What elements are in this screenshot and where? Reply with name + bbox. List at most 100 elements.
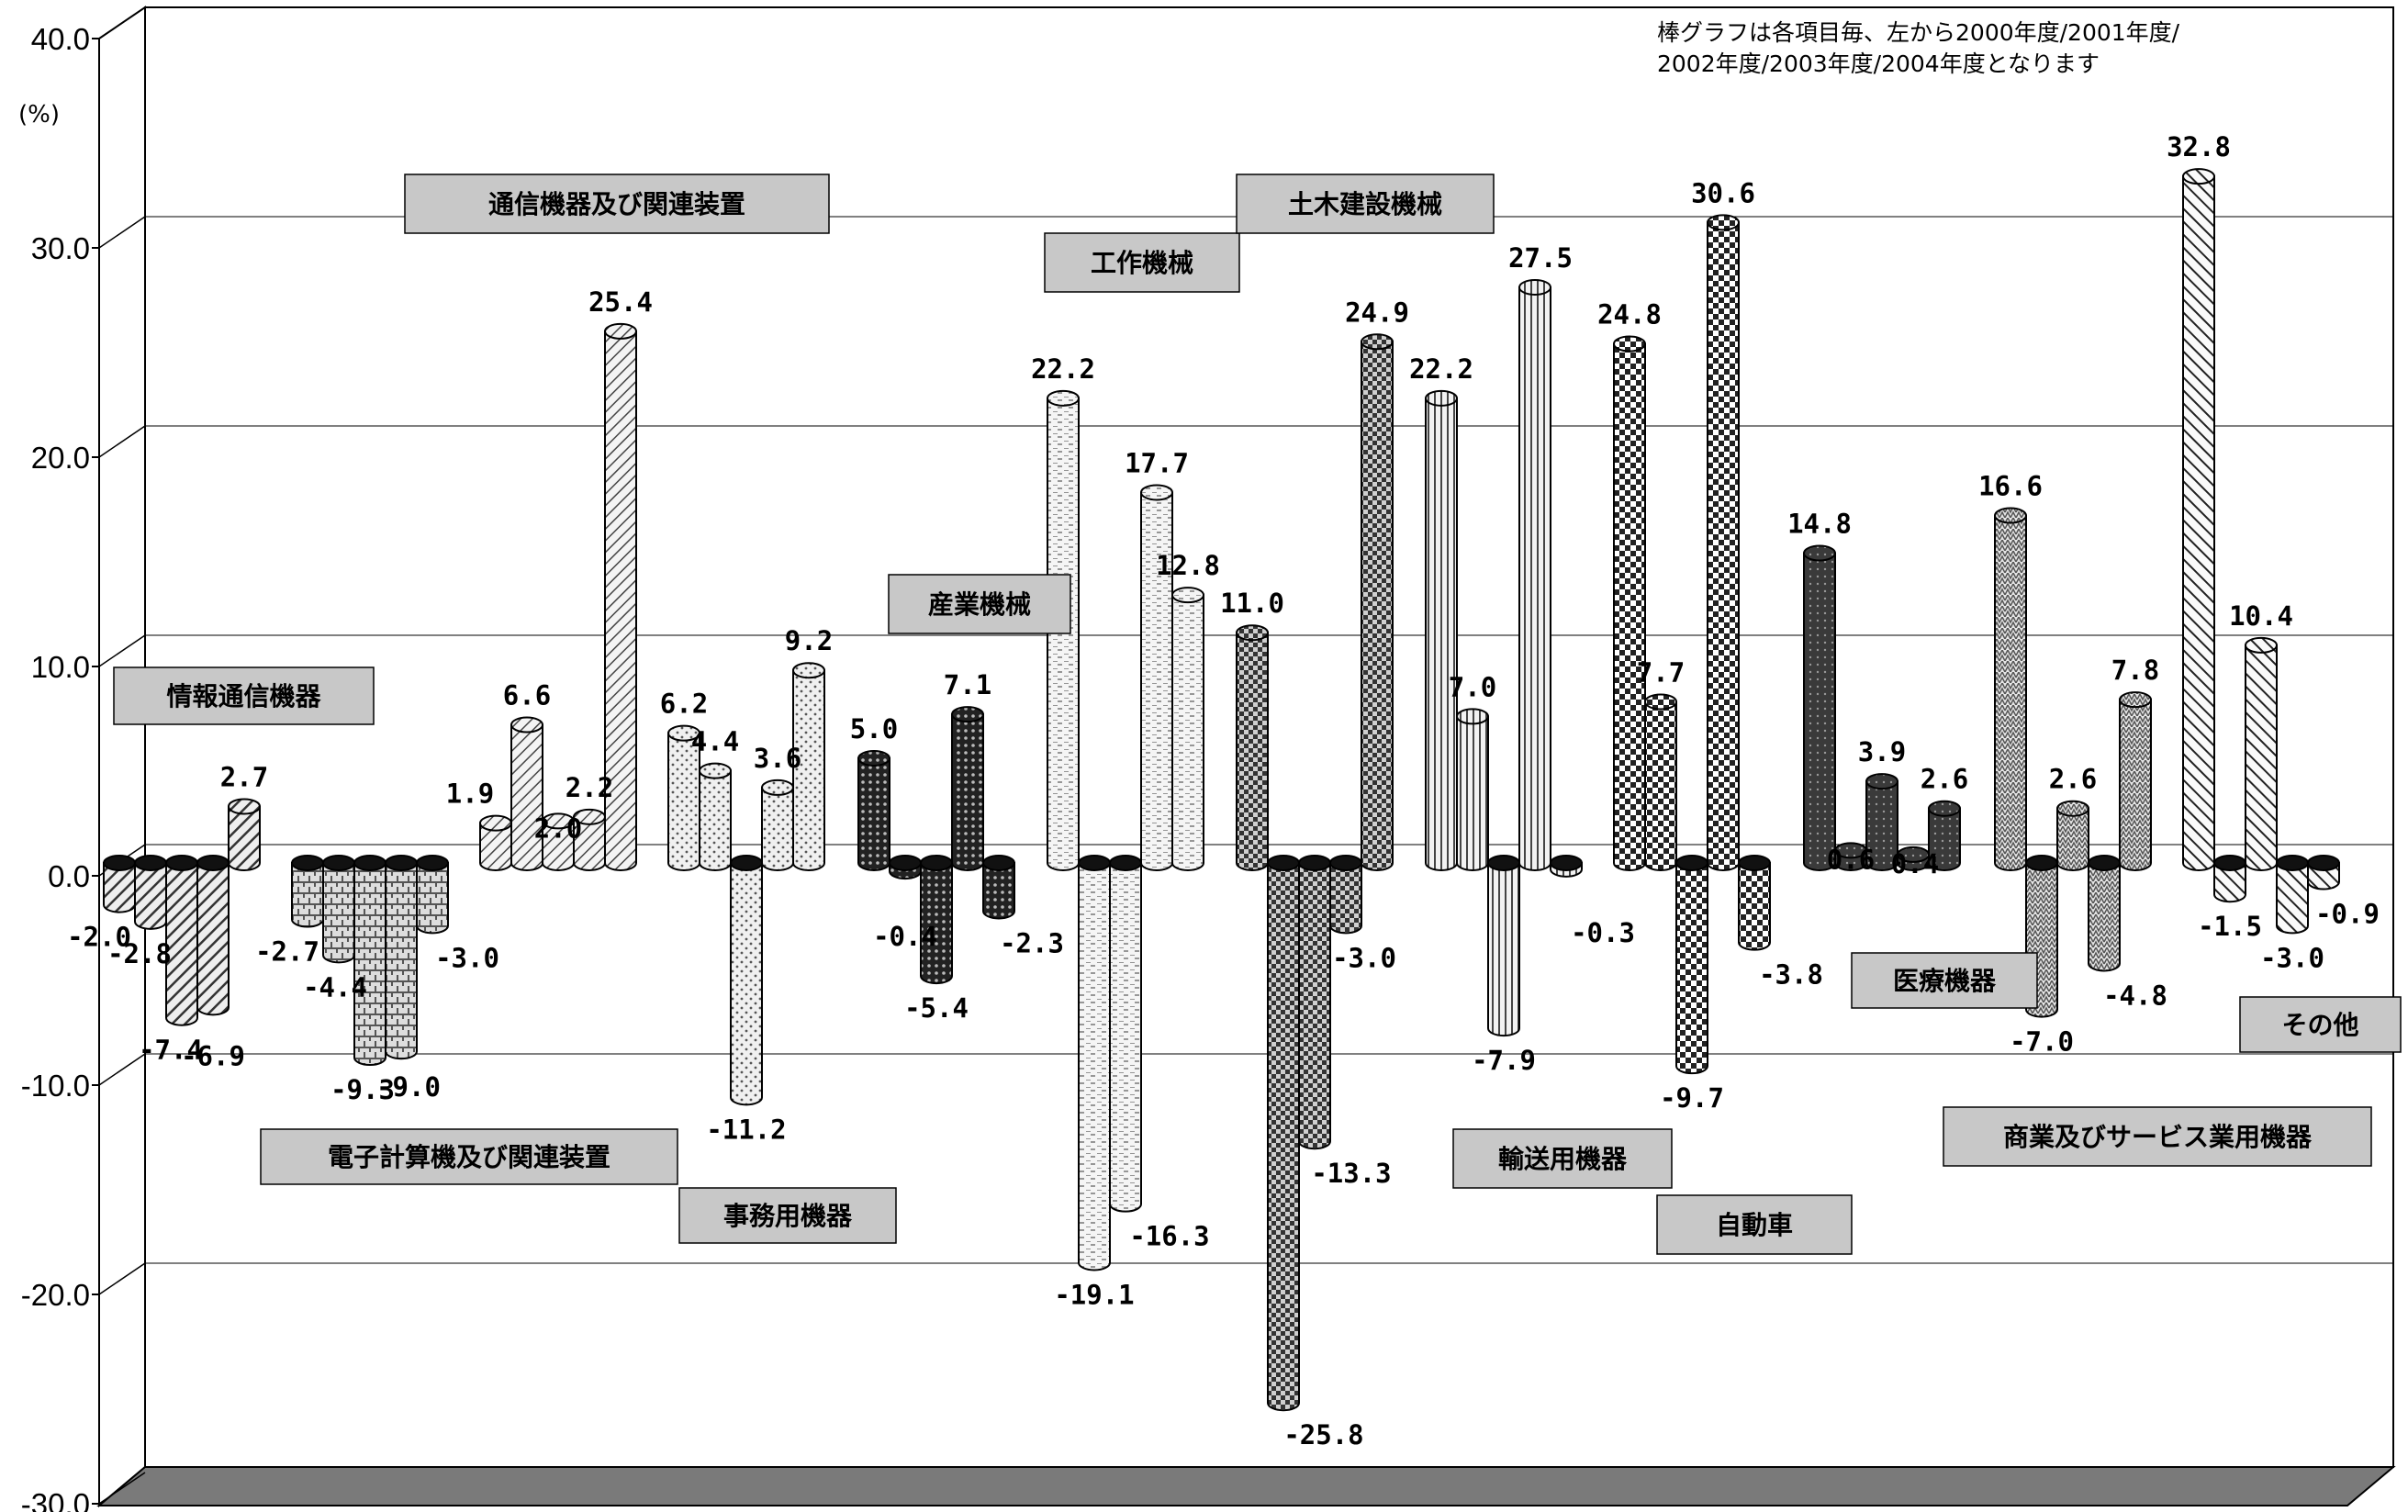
value-label: 11.0 [1220,588,1284,619]
bar-cap [322,855,355,871]
value-label: 14.8 [1787,509,1852,540]
value-label: 30.6 [1691,177,1755,208]
bar-cap [2025,855,2058,871]
value-label: -3.8 [1759,959,1823,991]
bar [1456,708,1489,871]
bar-cap [2056,800,2089,817]
bar-cap [353,855,386,871]
value-label: 25.4 [588,286,653,318]
category-label-box [1851,952,2038,1009]
value-label: -2.3 [1000,927,1064,958]
bar-body [982,862,1015,920]
bar [1928,800,1961,871]
value-label: 0.4 [1891,848,1939,879]
bar-cap [228,798,261,815]
bar-cap [2088,855,2121,871]
bar-body [228,805,261,871]
value-label: -25.8 [1283,1419,1363,1450]
value-label: 5.0 [850,713,898,745]
category-label-box [888,574,1071,634]
bar-body [1675,862,1708,1075]
bar-cap [1298,855,1331,871]
bar-body [353,862,386,1067]
value-label: -9.3 [330,1074,395,1105]
bar [2088,855,2121,972]
category-label-box [2239,996,2402,1053]
gridline-side [98,1472,146,1505]
bar-cap [857,750,890,767]
bar-cap [920,855,953,871]
bar-cap [1707,214,1740,231]
value-labels: -2.0-2.8 -7.4-6.9 2.7 -2.7-4.4 -9.3-9.0 -3.0 1… [67,131,2380,1450]
value-label: -2.7 [255,936,319,968]
category-label: 事務用機器 [723,1201,853,1231]
bar-body [1613,342,1646,871]
value-label: -6.9 [181,1040,245,1071]
bar-body [951,713,984,871]
value-label: -0.3 [1571,917,1635,948]
bar-cap [761,778,794,796]
value-label: -9.0 [376,1071,441,1103]
value-label: -4.4 [303,971,367,1002]
bars [103,168,2340,1412]
value-label: -19.1 [1054,1279,1134,1310]
bar-cap [1456,708,1489,725]
bar-body [2276,862,2309,935]
category-label-box [1452,1128,1673,1189]
bar [2119,691,2152,871]
bar-body [416,862,449,935]
bar-cap [1109,855,1142,871]
value-label: 24.8 [1597,299,1662,330]
bar-body [1738,862,1771,951]
bar-body [2182,175,2215,871]
bar-cap [1803,544,1836,562]
bar-body [1487,862,1520,1037]
value-label: 9.2 [785,625,833,656]
bar-cap [667,724,700,742]
bar-body [2119,699,2152,871]
bar [1267,855,1300,1412]
bar-body [2056,807,2089,871]
bar-body [1329,862,1362,935]
bar [1171,587,1204,871]
bar-body [699,769,732,871]
bar [1518,279,1551,871]
bar-body [761,786,794,871]
bar-body [134,862,167,930]
bar [2245,636,2278,871]
value-label: -16.3 [1129,1221,1209,1252]
value-label: -2.0 [67,922,131,953]
value-label: 2.6 [1921,764,1968,795]
value-label: -7.4 [139,1035,203,1066]
value-label: -1.5 [2198,911,2262,942]
bar-body [322,862,355,964]
value-label: -3.0 [435,942,499,973]
value-label: -3.0 [1332,942,1396,973]
bar-cap [103,855,136,871]
bar [416,855,449,935]
bar [699,762,732,871]
bar [604,322,637,871]
value-label: -13.3 [1311,1158,1391,1189]
bar [920,855,953,985]
value-label: -4.8 [2103,980,2167,1011]
bar [134,855,167,930]
category-label: 工作機械 [1091,248,1193,278]
bar-cap [1994,507,2027,524]
bar-cap [1361,333,1394,351]
bar-cap [699,762,732,779]
bar-cap [1865,773,1898,790]
value-label: 6.6 [503,680,551,711]
bar-body [1047,397,1080,871]
value-label: 2.7 [220,761,268,792]
bar-cap [1487,855,1520,871]
value-label: 0.6 [1827,844,1875,875]
bar-body [196,862,230,1016]
bar [730,855,763,1106]
bar-cap [730,855,763,871]
y-axis-unit-label: (%) [18,101,60,129]
bar [1550,855,1583,878]
bar-cap [1047,389,1080,407]
category-label: 輸送用機器 [1498,1144,1628,1174]
bar-body [604,330,637,871]
